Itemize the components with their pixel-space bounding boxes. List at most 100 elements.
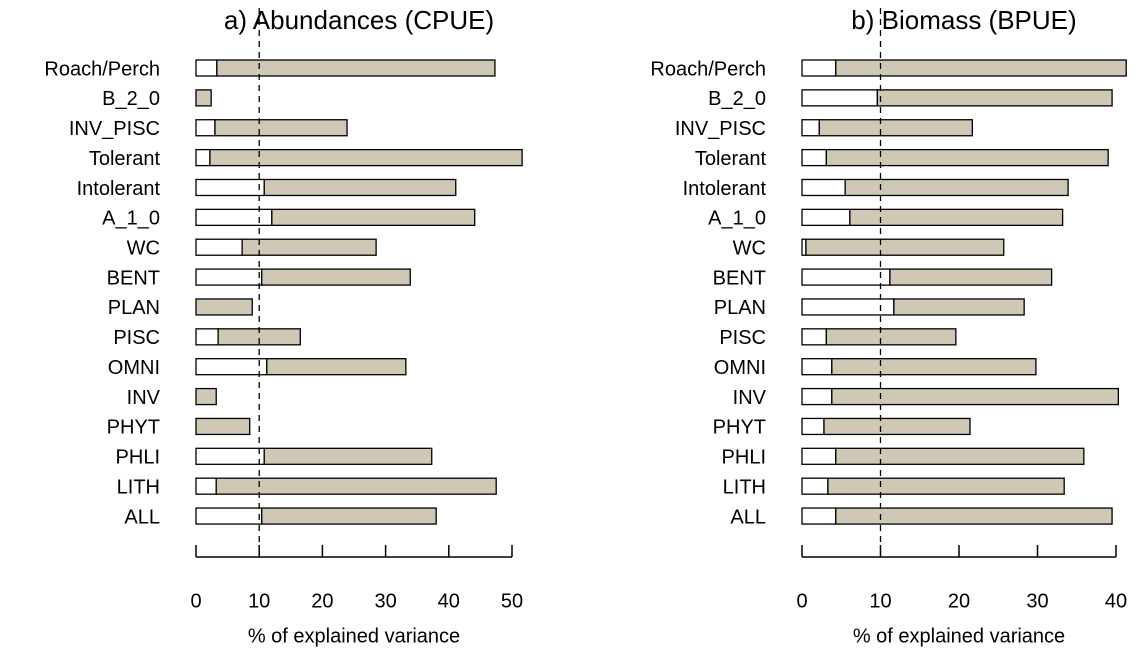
bar-segment	[195, 507, 263, 525]
bar-segment	[825, 328, 957, 346]
bar-segment	[801, 59, 837, 77]
category-label: LITH	[723, 476, 766, 498]
bar-segment	[801, 148, 827, 167]
category-label: INV	[733, 387, 767, 409]
bar-segment	[835, 59, 1127, 77]
bar-segment	[195, 238, 243, 256]
bar-segment	[849, 208, 1064, 227]
x-tick-label: 30	[1026, 590, 1048, 612]
bar-segment	[263, 178, 457, 197]
bar-segment	[195, 298, 253, 316]
bar-segment	[801, 477, 829, 495]
category-label: PISC	[113, 327, 160, 349]
bar-segment	[241, 238, 377, 256]
bar-segment	[893, 298, 1025, 316]
x-tick-label: 10	[248, 590, 270, 612]
bar-segment	[889, 268, 1053, 286]
category-label: A_1_0	[708, 208, 766, 230]
x-tick-label: 0	[190, 590, 201, 612]
category-label: WC	[733, 238, 766, 260]
bar-segment	[195, 148, 211, 167]
category-label: INV_PISC	[69, 118, 160, 140]
bar-segment	[195, 178, 265, 197]
category-label: ALL	[730, 506, 766, 528]
bar-segment	[827, 477, 1065, 495]
category-label: Roach/Perch	[44, 58, 160, 80]
bar-segment	[801, 328, 827, 346]
category-label: ALL	[124, 506, 160, 528]
category-label: LITH	[117, 476, 160, 498]
bar-segment	[214, 119, 348, 137]
category-label: PLAN	[108, 297, 160, 319]
bar-segment	[801, 268, 891, 286]
category-label: BENT	[107, 267, 160, 289]
bar-segment	[801, 208, 851, 227]
category-label: INV	[127, 387, 161, 409]
bar-segment	[215, 477, 497, 495]
bar-segment	[195, 59, 218, 77]
x-tick-label: 20	[311, 590, 333, 612]
category-label: WC	[127, 238, 160, 260]
bar-segment	[263, 447, 433, 465]
category-label: B_2_0	[708, 88, 766, 110]
bar-segment	[825, 148, 1109, 167]
bar-segment	[195, 208, 273, 227]
category-label: Intolerant	[683, 178, 767, 200]
category-label: INV_PISC	[675, 118, 766, 140]
bar-segment	[195, 447, 265, 465]
bar-segment	[835, 447, 1085, 465]
bar-segment	[801, 387, 833, 406]
bar-segment	[209, 148, 523, 167]
bar-segment	[876, 89, 1113, 107]
x-axis-label: % of explained variance	[853, 625, 1065, 647]
bar-segment	[195, 89, 212, 107]
x-tick-label: 10	[869, 590, 891, 612]
bar-segment	[195, 268, 263, 286]
x-tick-label: 50	[501, 590, 523, 612]
bar-segment	[844, 178, 1069, 197]
category-label: Tolerant	[89, 148, 161, 170]
category-label: BENT	[713, 267, 766, 289]
category-label: PHYT	[713, 417, 766, 439]
bar-segment	[271, 208, 476, 227]
chart-title: b) Biomass (BPUE)	[851, 5, 1076, 35]
category-label: A_1_0	[102, 208, 160, 230]
bar-segment	[818, 119, 973, 137]
bar-segment	[801, 417, 825, 436]
x-tick-label: 20	[948, 590, 970, 612]
bar-segment	[195, 477, 217, 495]
chart-title: a) Abundances (CPUE)	[224, 5, 494, 35]
bar-segment	[195, 417, 251, 436]
bar-segment	[266, 358, 407, 376]
category-label: Tolerant	[695, 148, 767, 170]
x-tick-label: 40	[1105, 590, 1127, 612]
category-label: PHLI	[116, 447, 160, 469]
category-label: PHLI	[722, 447, 766, 469]
bar-segment	[195, 119, 216, 137]
bar-segment	[801, 178, 846, 197]
bar-segment	[835, 507, 1113, 525]
category-label: PISC	[719, 327, 766, 349]
category-label: Intolerant	[77, 178, 161, 200]
bar-segment	[216, 59, 496, 77]
bar-segment	[195, 387, 217, 406]
bar-segment	[261, 268, 411, 286]
bar-segment	[823, 417, 971, 436]
category-label: Roach/Perch	[650, 58, 766, 80]
category-label: B_2_0	[102, 88, 160, 110]
bar-segment	[805, 238, 1005, 256]
bar-segment	[801, 447, 837, 465]
x-axis-label: % of explained variance	[248, 625, 460, 647]
category-label: OMNI	[714, 357, 766, 379]
x-tick-label: 30	[374, 590, 396, 612]
category-label: OMNI	[108, 357, 160, 379]
bar-segment	[801, 358, 833, 376]
bar-segment	[831, 358, 1037, 376]
category-label: PLAN	[714, 297, 766, 319]
bar-segment	[195, 328, 219, 346]
category-label: PHYT	[107, 417, 160, 439]
x-tick-label: 40	[438, 590, 460, 612]
bar-segment	[801, 507, 837, 525]
bar-segment	[195, 358, 268, 376]
